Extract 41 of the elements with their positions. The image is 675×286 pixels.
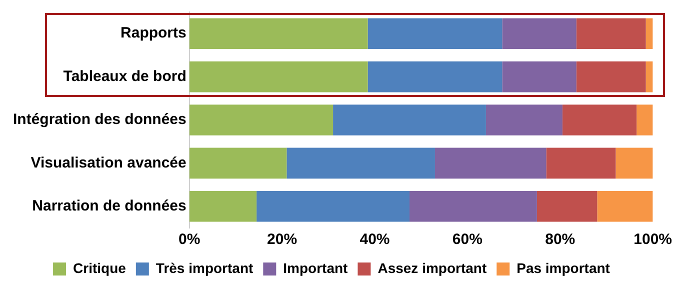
bar [502,61,576,92]
bar [189,18,368,49]
x-tick-label: 80% [545,231,576,248]
bar [616,148,653,179]
bar [368,18,502,49]
legend-label: Pas important [516,260,610,276]
bar [646,18,653,49]
y-tick-label: Intégration des données [13,111,186,128]
bar [486,104,562,136]
bar [546,148,616,179]
y-tick-label: Narration de données [32,198,186,215]
y-tick-label: Visualisation avancée [30,154,186,172]
bar [562,104,637,136]
bar [434,148,546,179]
bar [502,18,576,49]
x-tick-label: 40% [360,231,390,248]
bar [189,104,334,136]
bar [410,191,537,222]
y-tick-label: Rapports [120,24,186,42]
bar [189,191,257,222]
bar [576,61,646,92]
legend-label: Assez important [378,260,487,276]
bar [189,61,368,92]
x-tick-label: 100% [634,231,672,248]
x-tick-label: 0% [178,231,200,248]
bar [636,104,653,136]
y-tick-label: Tableaux de bord [63,68,186,85]
legend-label: Critique [73,260,126,276]
bar [333,104,486,136]
bar [576,18,646,49]
bar [646,61,653,92]
legend-label: Important [283,260,348,276]
bar [189,148,287,179]
bar [286,148,435,179]
bar [536,191,598,222]
bar [368,61,502,92]
x-tick-label: 60% [452,231,482,248]
x-tick-label: 20% [267,231,298,248]
legend-label: Très important [156,260,254,276]
bar [256,191,410,222]
bar [597,191,653,222]
